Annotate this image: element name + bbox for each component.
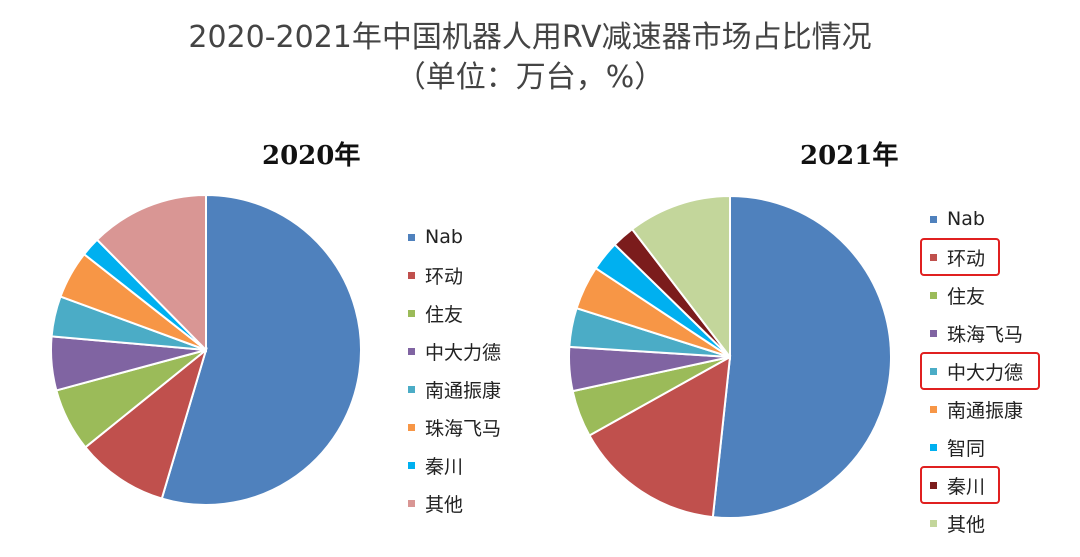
legend-swatch	[930, 367, 937, 375]
legend-item: 珠海飞马	[408, 408, 501, 446]
legend-swatch	[930, 215, 937, 223]
legend-label: 其他	[425, 493, 464, 516]
legend-label: 环动	[425, 265, 464, 288]
legend-2020: Nab 环动住友中大力德南通振康珠海飞马秦川其他	[408, 218, 501, 522]
legend-swatch	[408, 461, 415, 469]
legend-item: 南通振康	[408, 370, 501, 408]
pie-title-2021: 2021年	[800, 141, 899, 171]
legend-item: 其他	[408, 484, 501, 522]
legend-item: Nab	[930, 200, 1023, 238]
legend-item: 住友	[930, 276, 1023, 314]
legend-swatch	[930, 481, 937, 489]
legend-label: 住友	[947, 285, 986, 308]
legend-swatch	[930, 291, 937, 299]
legend-label: 智同	[947, 437, 986, 460]
pie-slice-2020年-环动	[83, 347, 208, 500]
legend-label: 住友	[425, 303, 464, 326]
legend-label: 环动	[947, 247, 986, 270]
legend-label: 南通振康	[947, 399, 1024, 422]
legend-label: 南通振康	[425, 379, 502, 402]
legend-label: Nab	[947, 208, 985, 230]
legend-swatch	[408, 499, 415, 507]
legend-item: 中大力德	[408, 332, 501, 370]
legend-item: 环动	[920, 238, 1023, 276]
legend-item: 住友	[408, 294, 501, 332]
highlight-box	[920, 466, 1000, 504]
legend-item: 秦川	[408, 446, 501, 484]
highlight-box	[920, 238, 1000, 276]
legend-swatch	[408, 309, 415, 317]
legend-label: 秦川	[425, 455, 464, 478]
legend-label: 珠海飞马	[947, 323, 1024, 346]
legend-item: 其他	[930, 504, 1023, 542]
legend-label: 秦川	[947, 475, 986, 498]
pie-title-2020: 2020年	[262, 141, 361, 171]
legend-label: 珠海飞马	[425, 417, 502, 440]
pie-slice-2021年-其他	[630, 194, 731, 360]
legend-label: 其他	[947, 513, 986, 536]
pie-slice-2021年-Nab	[711, 194, 892, 519]
pie-slice-2021年-环动	[588, 355, 732, 519]
legend-swatch	[930, 253, 937, 261]
legend-swatch	[408, 385, 415, 393]
legend-swatch	[930, 405, 937, 413]
chart-subtitle: （单位：万台，%）	[395, 60, 665, 95]
chart-title: 2020-2021年中国机器人用RV减速器市场占比情况	[188, 20, 872, 55]
legend-label: 中大力德	[947, 361, 1024, 384]
legend-swatch	[408, 347, 415, 355]
legend-label: 中大力德	[425, 341, 502, 364]
legend-swatch	[930, 519, 937, 527]
legend-label: Nab	[425, 226, 463, 248]
legend-swatch	[408, 271, 415, 279]
legend-item: 珠海飞马	[930, 314, 1023, 352]
pie-slice-2020年-Nab	[160, 193, 362, 506]
pie-slice-2020年-其他	[95, 193, 207, 353]
legend-item: 智同	[930, 428, 1023, 466]
legend-swatch	[930, 329, 937, 337]
legend-item: 南通振康	[930, 390, 1023, 428]
legend-swatch	[408, 423, 415, 431]
legend-2021: Nab 环动住友珠海飞马中大力德南通振康智同秦川其他	[920, 200, 1040, 542]
legend-item: 环动	[408, 256, 501, 294]
highlight-box	[920, 352, 1040, 390]
legend-swatch	[930, 443, 937, 451]
legend-swatch	[408, 233, 415, 241]
legend-item: 秦川	[920, 466, 1023, 504]
legend-item: 中大力德	[920, 352, 1040, 390]
legend-item: Nab	[408, 218, 501, 256]
